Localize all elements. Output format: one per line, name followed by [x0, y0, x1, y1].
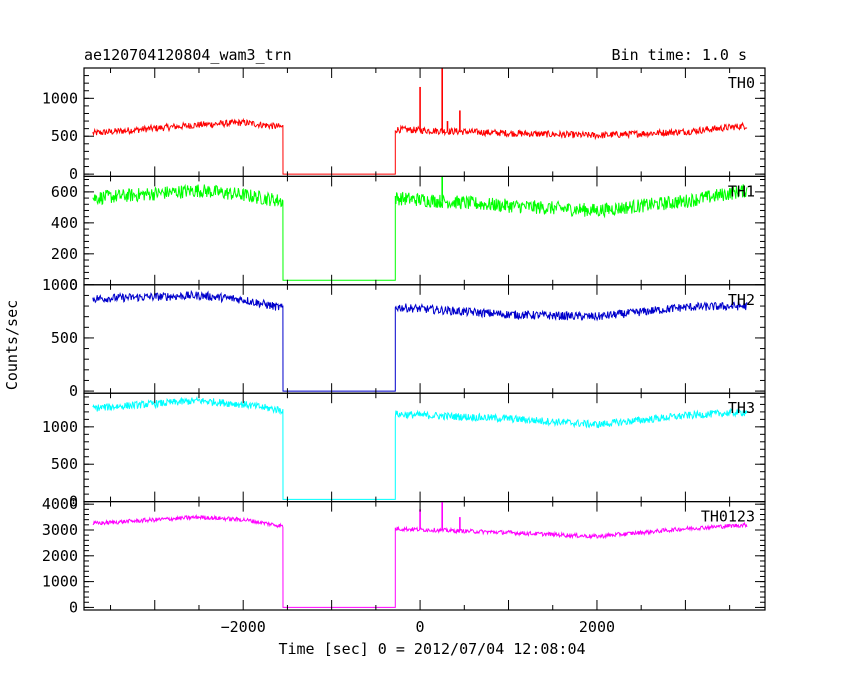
y-tick-label: 0	[69, 165, 78, 183]
panel-label-th3: TH3	[728, 399, 755, 417]
y-tick-label: 4000	[42, 495, 78, 513]
y-tick-label: 0	[69, 276, 78, 294]
y-tick-label: 200	[51, 245, 78, 263]
chart-subtitle: Bin time: 1.0 s	[612, 46, 747, 64]
y-tick-label: 0	[69, 382, 78, 400]
y-axis-label: Counts/sec	[3, 300, 21, 390]
x-tick-label: 0	[416, 618, 425, 636]
series-th0	[92, 117, 748, 175]
series-th0123	[92, 514, 748, 608]
series-th1	[92, 183, 748, 281]
panel-frame	[83, 392, 766, 503]
y-tick-label: 400	[51, 214, 78, 232]
panel-label-th1: TH1	[728, 182, 755, 200]
series-th3	[92, 395, 748, 500]
panel-th0: 0 500 1000 TH0	[42, 67, 766, 183]
panel-frame	[83, 501, 766, 611]
y-tick-label: 1000	[42, 418, 78, 436]
x-axis-label: Time [sec] 0 = 2012/07/04 12:08:04	[278, 640, 585, 658]
y-tick-label: 1000	[42, 573, 78, 591]
panel-label-th0123: TH0123	[701, 508, 755, 526]
panel-frame	[83, 67, 766, 178]
y-tick-label: 500	[51, 127, 78, 145]
y-tick-label: 500	[51, 455, 78, 473]
panel-label-th2: TH2	[728, 291, 755, 309]
panel-th3: 0 500 1000 TH3	[42, 392, 766, 511]
x-tick-label: 2000	[579, 618, 615, 636]
panels: 0 500 1000 TH0 0 200 400 600 TH1 0 500 1000 TH2 0 500 1…	[42, 67, 766, 636]
y-tick-label: 0	[69, 598, 78, 616]
y-tick-label: 600	[51, 183, 78, 201]
y-tick-label: 0	[69, 493, 78, 511]
y-tick-label: 1000	[42, 89, 78, 107]
panel-frame	[83, 284, 766, 394]
y-tick-label: 1000	[42, 276, 78, 294]
panel-th2: 0 500 1000 TH2	[42, 276, 766, 400]
panel-label-th0: TH0	[728, 74, 755, 92]
series-th2	[92, 289, 748, 392]
y-tick-label: 500	[51, 329, 78, 347]
y-tick-label: 2000	[42, 547, 78, 565]
x-tick-label: −2000	[221, 618, 266, 636]
panel-th0123: 0 1000 2000 3000 4000 TH0123	[42, 495, 766, 616]
panel-th1: 0 200 400 600 TH1	[51, 175, 766, 294]
chart-title: ae120704120804_wam3_trn	[84, 46, 292, 64]
y-tick-label: 3000	[42, 521, 78, 539]
